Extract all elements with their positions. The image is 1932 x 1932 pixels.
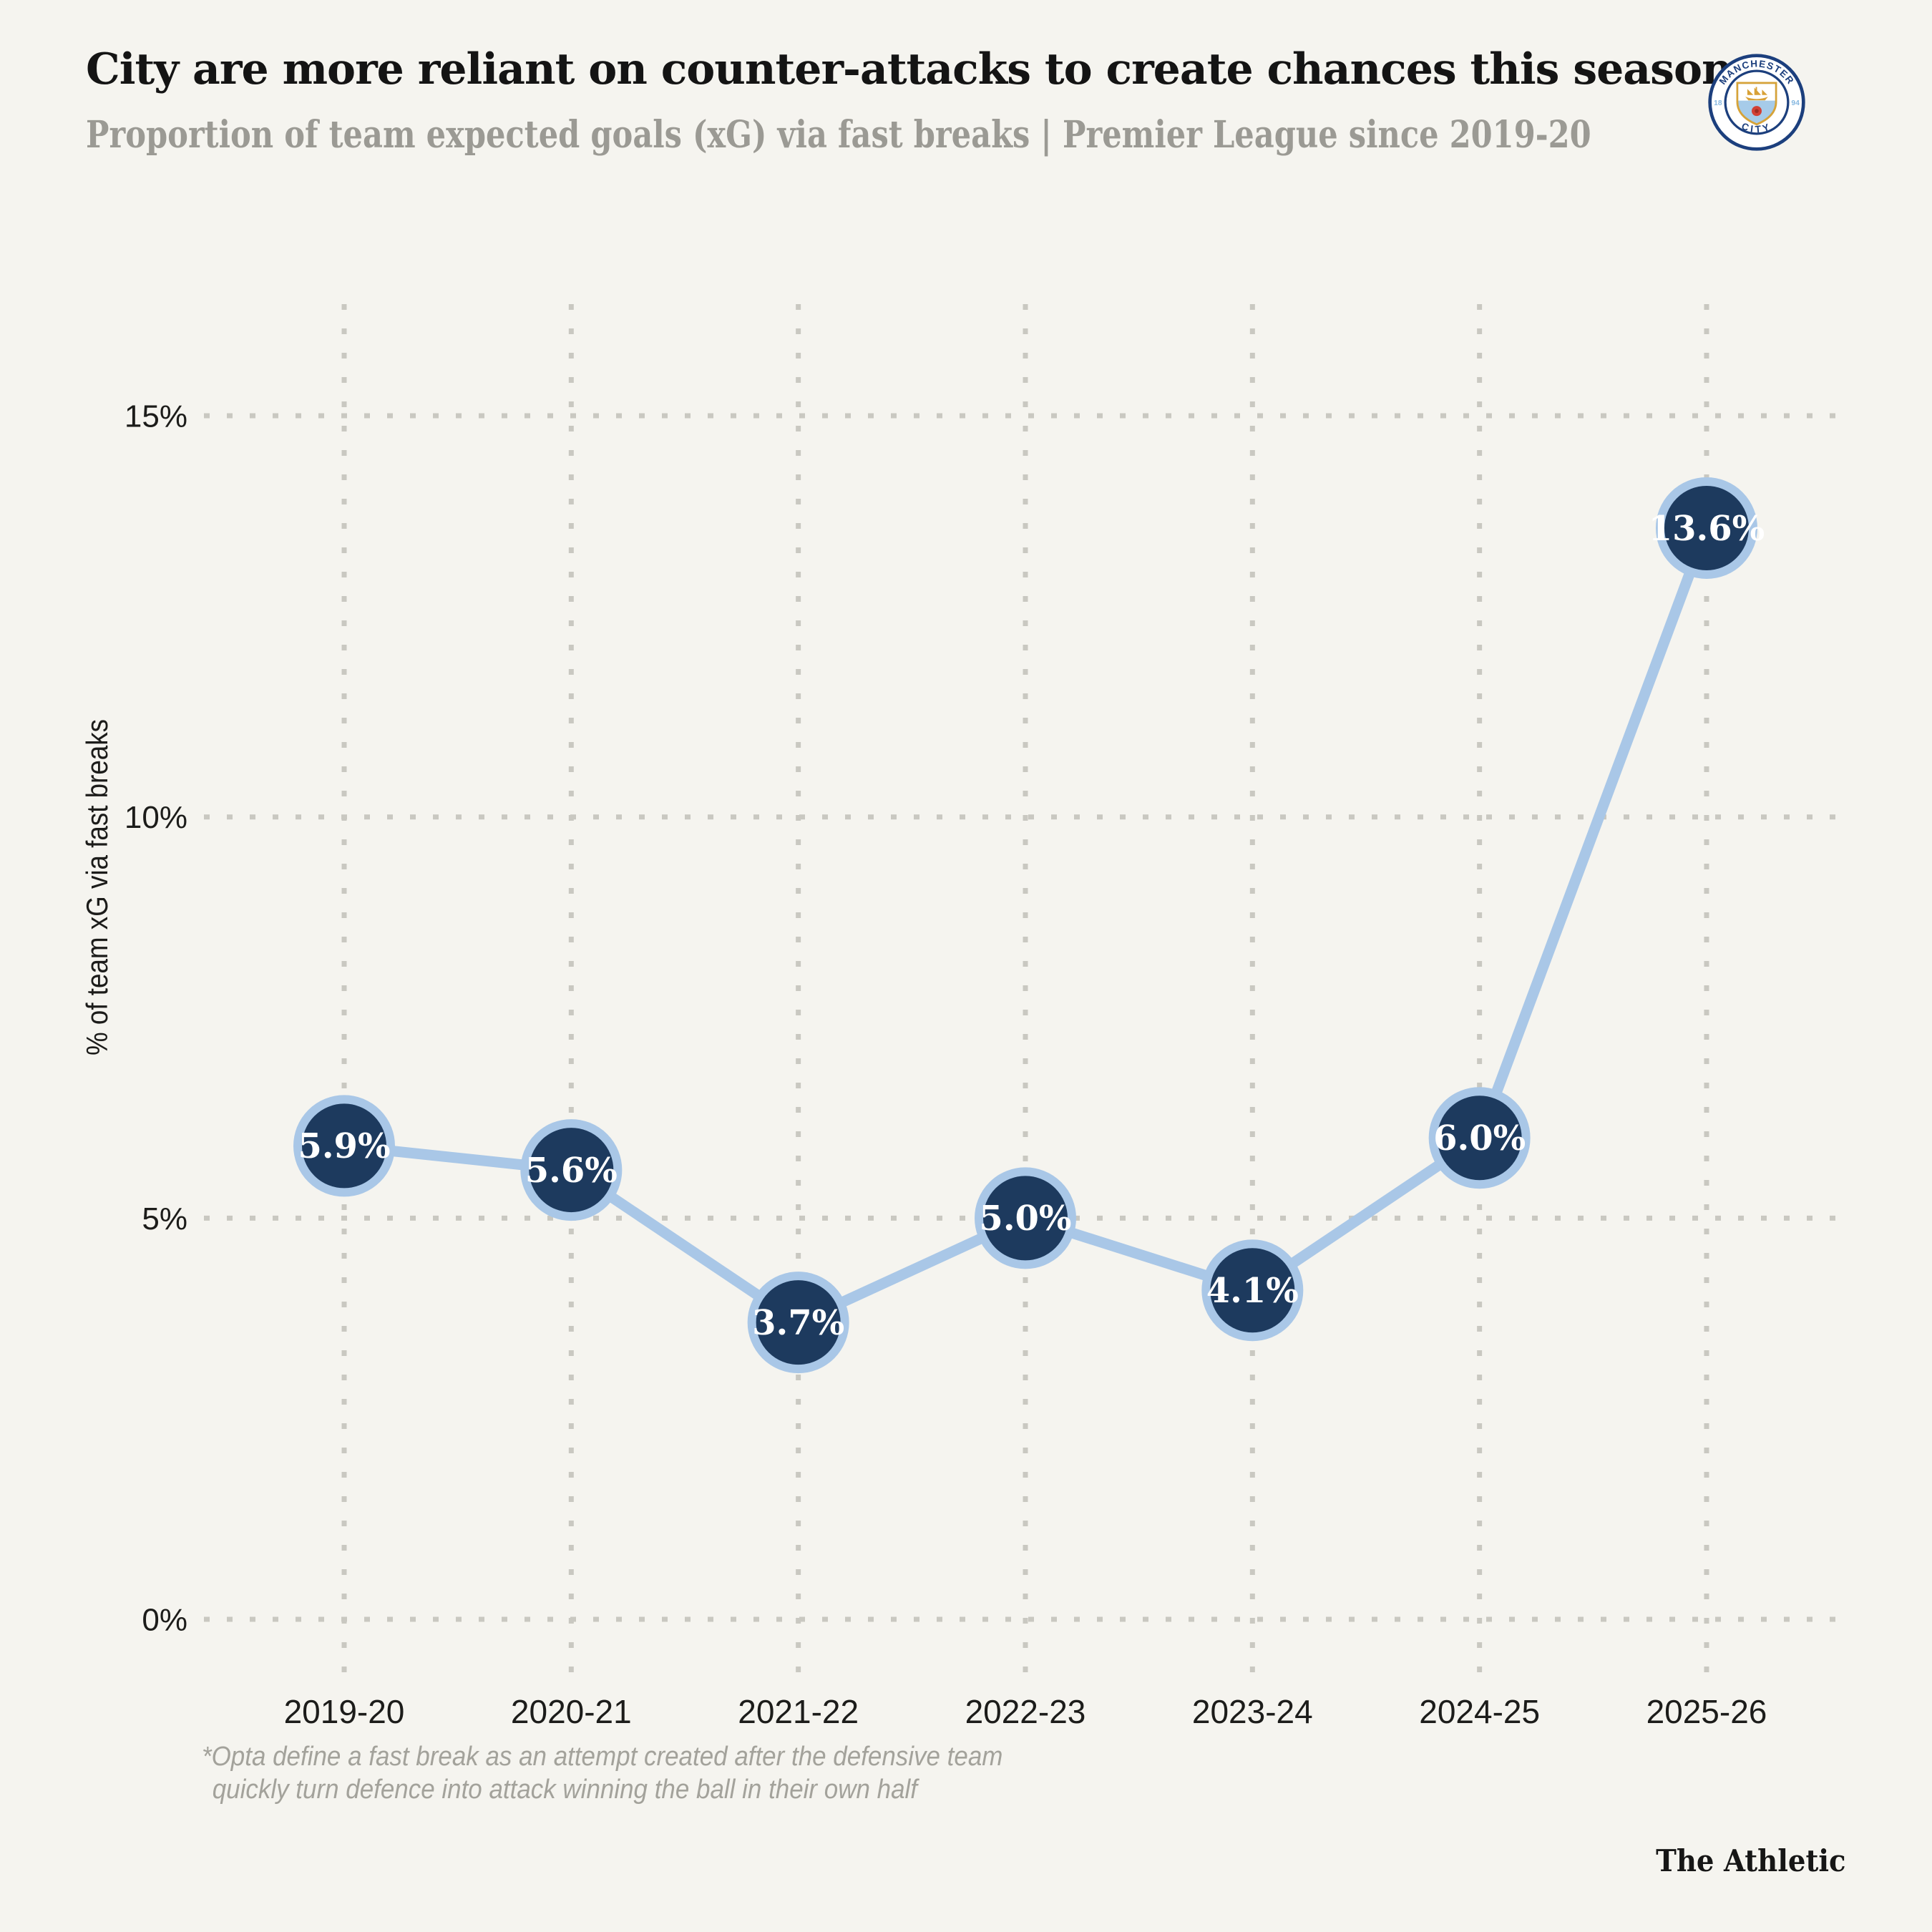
badge-shield xyxy=(1736,82,1777,126)
data-point-label: 13.6% xyxy=(1649,509,1765,549)
x-tick-label: 2020-21 xyxy=(511,1693,632,1730)
x-tick-label: 2019-20 xyxy=(284,1693,405,1730)
x-tick-label: 2021-22 xyxy=(738,1693,859,1730)
data-point-label: 5.9% xyxy=(298,1126,390,1166)
data-point-label: 5.6% xyxy=(525,1151,618,1191)
page-title: City are more reliant on counter-attacks… xyxy=(86,44,1733,94)
footnote-line-2: quickly turn defence into attack winning… xyxy=(212,1775,918,1805)
data-point-label: 6.0% xyxy=(1433,1118,1526,1158)
badge-year-18: 18 xyxy=(1714,99,1722,107)
data-point xyxy=(974,1167,1076,1269)
badge-rose-icon xyxy=(1752,106,1762,117)
data-point xyxy=(293,1095,395,1197)
x-tick-label: 2023-24 xyxy=(1192,1693,1313,1730)
data-point xyxy=(1655,477,1757,580)
y-axis-title: % of team xG via fast breaks xyxy=(80,719,114,1055)
data-point xyxy=(520,1119,623,1221)
page-subtitle: Proportion of team expected goals (xG) v… xyxy=(86,113,1591,157)
manchester-city-badge-icon: MANCHESTER CITY 18 94 xyxy=(1708,54,1805,151)
data-point-label: 4.1% xyxy=(1206,1271,1299,1311)
data-point xyxy=(1201,1239,1304,1342)
x-tick-label: 2024-25 xyxy=(1419,1693,1540,1730)
footnote-line-1: *Opta define a fast break as an attempt … xyxy=(202,1742,1003,1772)
x-tick-label: 2025-26 xyxy=(1646,1693,1767,1730)
y-tick-label: 5% xyxy=(142,1201,187,1236)
data-point-label: 5.0% xyxy=(979,1199,1071,1239)
x-tick-label: 2022-23 xyxy=(965,1693,1086,1730)
data-point xyxy=(1428,1087,1531,1189)
y-tick-label: 0% xyxy=(142,1602,187,1637)
the-athletic-wordmark: The Athletic xyxy=(1656,1843,1846,1878)
badge-year-94: 94 xyxy=(1791,99,1800,107)
chart-footnote: *Opta define a fast break as an attempt … xyxy=(202,1740,1002,1807)
y-tick-label: 10% xyxy=(125,800,187,835)
y-tick-label: 15% xyxy=(125,399,187,434)
data-point-label: 3.7% xyxy=(752,1303,844,1343)
data-point xyxy=(747,1272,849,1374)
badge-bottom-text: CITY xyxy=(1740,121,1773,135)
